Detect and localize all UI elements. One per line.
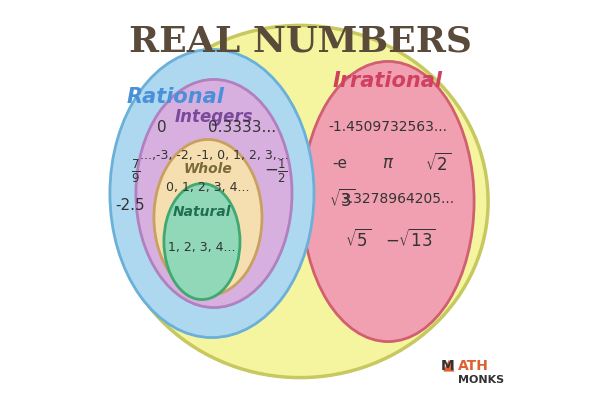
Ellipse shape	[110, 50, 314, 338]
Text: Whole: Whole	[184, 162, 232, 177]
Text: Integers: Integers	[175, 108, 253, 127]
Ellipse shape	[154, 139, 262, 295]
Text: -e: -e	[332, 156, 347, 171]
Ellipse shape	[112, 25, 488, 378]
Text: Natural: Natural	[173, 204, 231, 218]
Text: M: M	[441, 359, 455, 373]
Text: ATH: ATH	[458, 359, 489, 373]
Text: -1.4509732563...: -1.4509732563...	[329, 120, 448, 135]
Text: 0: 0	[157, 120, 167, 135]
Text: Irrational: Irrational	[333, 71, 443, 91]
Text: 1, 2, 3, 4...: 1, 2, 3, 4...	[168, 241, 236, 254]
Ellipse shape	[136, 79, 292, 307]
Text: 0.3333...: 0.3333...	[208, 120, 276, 135]
Text: REAL NUMBERS: REAL NUMBERS	[128, 25, 472, 58]
Text: $\sqrt{2}$: $\sqrt{2}$	[425, 152, 451, 174]
Text: $\pi$: $\pi$	[382, 154, 394, 172]
Text: ...,-3, -2, -1, 0, 1, 2, 3,...: ...,-3, -2, -1, 0, 1, 2, 3,...	[140, 149, 289, 162]
Text: 3.3278964205...: 3.3278964205...	[341, 193, 455, 206]
Text: Rational: Rational	[127, 87, 225, 108]
Text: $\sqrt{3}$: $\sqrt{3}$	[329, 189, 355, 210]
Text: $\frac{7}{9}$: $\frac{7}{9}$	[131, 158, 140, 185]
Text: -2.5: -2.5	[115, 198, 145, 213]
Ellipse shape	[302, 61, 474, 342]
Polygon shape	[443, 359, 454, 372]
Ellipse shape	[164, 183, 240, 299]
Text: $-\frac{1}{2}$: $-\frac{1}{2}$	[265, 158, 287, 185]
Text: $\sqrt{5}$: $\sqrt{5}$	[345, 229, 371, 251]
Text: MONKS: MONKS	[458, 375, 504, 384]
Text: $-\sqrt{13}$: $-\sqrt{13}$	[385, 229, 436, 251]
Text: 0, 1, 2, 3, 4...: 0, 1, 2, 3, 4...	[166, 181, 250, 194]
